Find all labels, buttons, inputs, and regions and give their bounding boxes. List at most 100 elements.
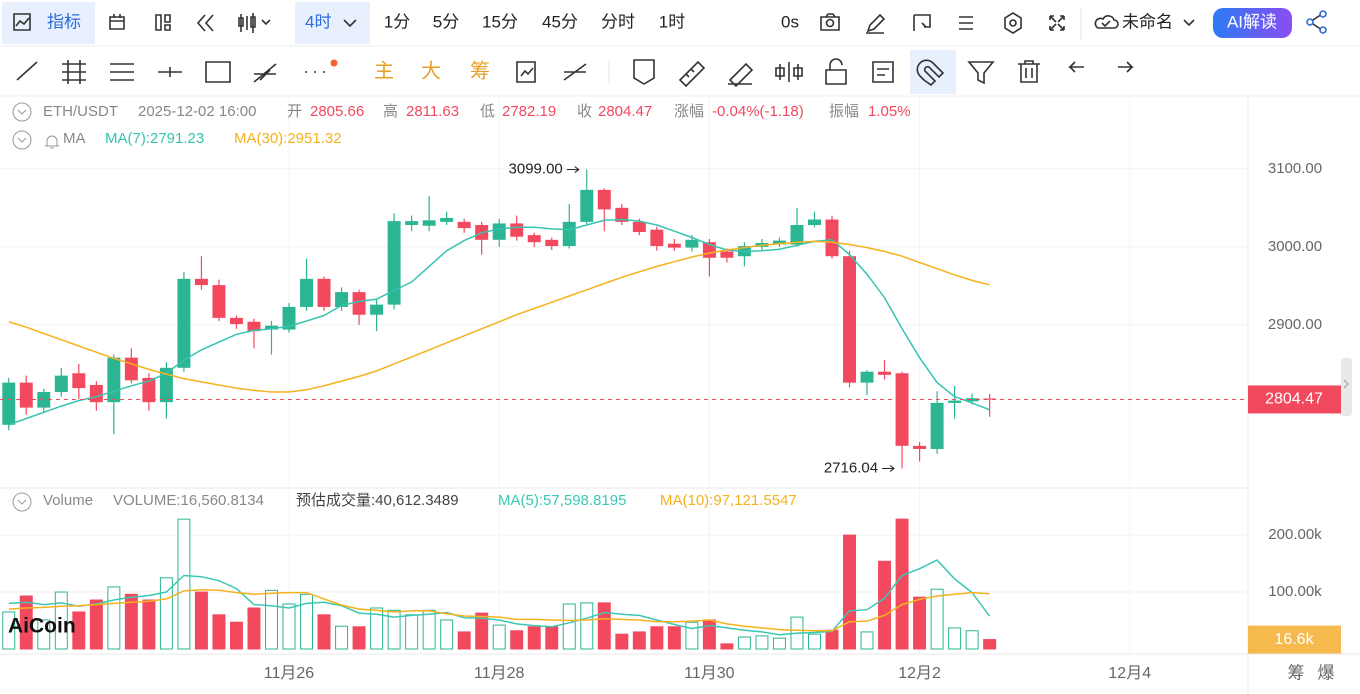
- interval-option[interactable]: 5分: [433, 12, 459, 31]
- side-handle[interactable]: [1341, 358, 1352, 416]
- settings-icon[interactable]: [1004, 12, 1022, 34]
- layout-name[interactable]: 未命名: [1122, 12, 1173, 31]
- line-tool[interactable]: [16, 61, 38, 81]
- candle-body: [545, 239, 559, 247]
- note-tool[interactable]: [872, 61, 894, 83]
- candle-body: [177, 278, 191, 368]
- volume-bar: [685, 621, 699, 650]
- candle-body: [808, 219, 821, 225]
- legend-entry: MA(30):2951.32: [234, 130, 342, 147]
- chip-tool[interactable]: 筹: [470, 59, 490, 82]
- amplitude-label: 振幅: [829, 103, 859, 120]
- fib-tool[interactable]: [110, 63, 134, 81]
- alert-icon[interactable]: [45, 135, 59, 149]
- candle-body: [282, 306, 296, 330]
- collapse-icon[interactable]: [12, 130, 32, 150]
- candle-body: [159, 367, 173, 403]
- interval-option[interactable]: 15分: [482, 12, 518, 31]
- big-order[interactable]: 大: [421, 59, 441, 82]
- volume-bar: [562, 603, 576, 650]
- volume-bar: [282, 603, 296, 650]
- candle-body: [124, 357, 138, 381]
- side-button[interactable]: 筹: [1288, 663, 1305, 682]
- measure-icon[interactable]: [678, 60, 706, 88]
- interval-option[interactable]: 分时: [601, 12, 635, 31]
- interval-button[interactable]: [295, 2, 370, 44]
- badge: [330, 59, 338, 67]
- volume-legend: VOLUME:16,560.8134: [113, 492, 264, 509]
- candle-body: [370, 304, 384, 315]
- volume-bar: [597, 602, 611, 650]
- interval-option[interactable]: 1分: [384, 12, 410, 31]
- pattern-tool[interactable]: [253, 63, 277, 83]
- collapse-icon[interactable]: [12, 492, 32, 512]
- redo-icon[interactable]: [1118, 61, 1134, 73]
- calendar-icon[interactable]: [109, 14, 125, 30]
- chart-type-icon[interactable]: [238, 13, 271, 33]
- interval-label[interactable]: 4时: [305, 12, 331, 31]
- candle-body: [352, 292, 366, 315]
- ai-button[interactable]: [1213, 8, 1292, 38]
- volume-bar: [194, 591, 208, 650]
- tool-icon[interactable]: [563, 63, 587, 81]
- fullscreen-icon[interactable]: [1049, 15, 1065, 31]
- volume-bar: [878, 560, 892, 650]
- candle-body: [615, 207, 629, 222]
- volume-bar: [808, 633, 821, 650]
- x-tick-label: 12月4: [1108, 665, 1151, 682]
- volume-bar: [895, 518, 909, 650]
- undo-icon[interactable]: [1068, 61, 1084, 73]
- volume-bar: [37, 619, 51, 650]
- candle-body: [860, 371, 874, 383]
- candle-body: [457, 221, 471, 229]
- candle-body: [142, 377, 156, 403]
- main-chip[interactable]: 主: [374, 59, 394, 82]
- replay-icon[interactable]: [196, 14, 214, 32]
- volume-bar: [229, 621, 243, 650]
- high-value: 2811.63: [406, 103, 459, 120]
- volume-bar: [510, 630, 524, 650]
- volume-bar: [370, 607, 384, 650]
- volume-bar: [545, 626, 559, 650]
- candle-body: [843, 256, 856, 383]
- candle-body: [527, 235, 541, 243]
- legend-entry: MA(7):2791.23: [105, 130, 204, 147]
- volume-bar: [457, 631, 471, 650]
- candle-icon[interactable]: [775, 62, 803, 82]
- interval-option[interactable]: 1时: [659, 12, 685, 31]
- list-icon[interactable]: [959, 16, 973, 30]
- channel-tool[interactable]: [62, 60, 86, 84]
- hline-tool[interactable]: [158, 67, 182, 77]
- draw-icon[interactable]: [866, 13, 886, 34]
- ai-label[interactable]: AI解读: [1227, 12, 1277, 31]
- legend-entry: MA(5):57,598.8195: [498, 492, 626, 509]
- volume-bar: [965, 630, 979, 650]
- candle-body: [335, 292, 349, 307]
- candle-body: [72, 373, 86, 389]
- interval-option[interactable]: 45分: [542, 12, 578, 31]
- tool-icon[interactable]: [633, 59, 655, 85]
- eraser-icon[interactable]: [728, 62, 754, 88]
- note-icon[interactable]: [913, 14, 931, 31]
- volume-ma-line: [8, 559, 991, 636]
- lock-icon[interactable]: [825, 58, 847, 85]
- collapse-icon[interactable]: [12, 102, 32, 122]
- layout-icon[interactable]: [155, 14, 171, 31]
- candle-body: [930, 402, 944, 449]
- x-tick-label: 11月26: [264, 665, 315, 682]
- collapse-caret: [17, 109, 27, 115]
- magnet-icon[interactable]: [916, 59, 945, 87]
- filter-icon[interactable]: [967, 61, 995, 85]
- candle-body: [229, 317, 243, 325]
- side-button[interactable]: 爆: [1318, 663, 1335, 682]
- volume-bar: [265, 589, 278, 650]
- rect-tool[interactable]: [205, 61, 231, 83]
- camera-icon[interactable]: [820, 13, 840, 31]
- candle-body: [983, 398, 997, 400]
- low-value: 2782.19: [502, 103, 556, 120]
- volume-bar: [317, 614, 331, 650]
- tool-icon[interactable]: [516, 61, 536, 83]
- indicator-label[interactable]: 指标: [47, 12, 81, 31]
- trash-icon[interactable]: [1018, 60, 1040, 83]
- y-tick-label: 2900.00: [1268, 316, 1322, 333]
